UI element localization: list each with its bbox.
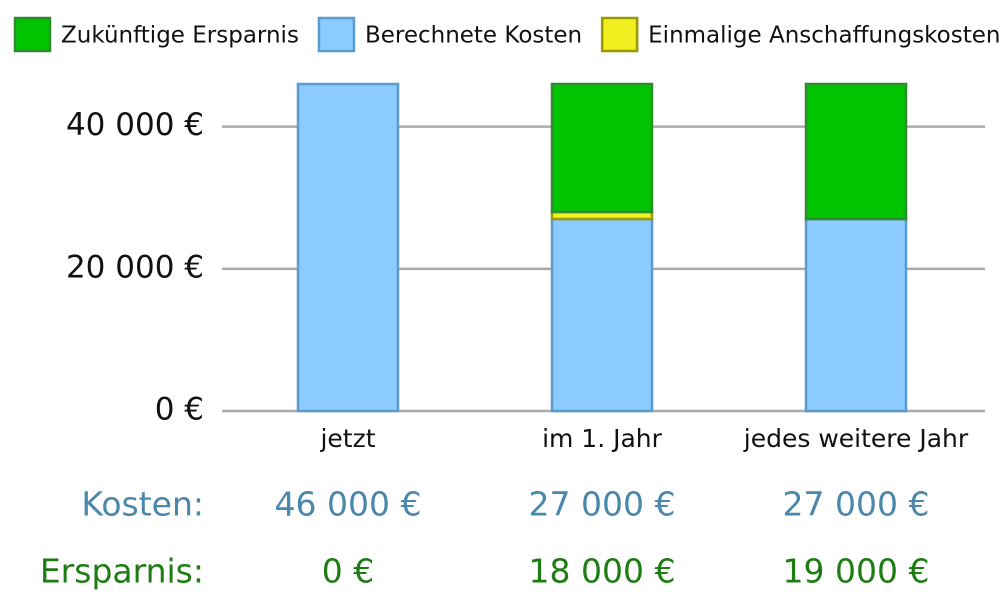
legend-swatch bbox=[317, 16, 356, 53]
y-tick-label: 20 000 € bbox=[66, 249, 204, 285]
legend-label: Zukünftige Ersparnis bbox=[61, 23, 299, 49]
summary-cell: 18 000 € bbox=[529, 552, 676, 591]
summary-label: Kosten: bbox=[81, 485, 204, 524]
legend-swatch bbox=[13, 16, 52, 53]
summary-cell: 27 000 € bbox=[783, 485, 930, 524]
x-tick-label: im 1. Jahr bbox=[542, 424, 663, 453]
x-tick-label: jedes weitere Jahr bbox=[743, 424, 969, 453]
legend-label: Berechnete Kosten bbox=[365, 23, 582, 49]
x-tick-label: jetzt bbox=[319, 424, 375, 453]
summary-cell: 46 000 € bbox=[275, 485, 422, 524]
legend-label: Einmalige Anschaffungskosten bbox=[648, 23, 1000, 49]
bar-segment bbox=[804, 217, 908, 413]
summary-label: Ersparnis: bbox=[40, 552, 204, 591]
legend-swatch bbox=[600, 16, 639, 53]
bar-segment bbox=[550, 82, 654, 214]
bar-segment bbox=[804, 82, 908, 221]
summary-cell: 0 € bbox=[322, 552, 374, 591]
summary-cell: 19 000 € bbox=[783, 552, 930, 591]
y-tick-label: 40 000 € bbox=[66, 107, 204, 143]
y-tick-label: 0 € bbox=[155, 392, 204, 428]
summary-cell: 27 000 € bbox=[529, 485, 676, 524]
bar-segment bbox=[296, 82, 400, 413]
bar-segment bbox=[550, 217, 654, 413]
